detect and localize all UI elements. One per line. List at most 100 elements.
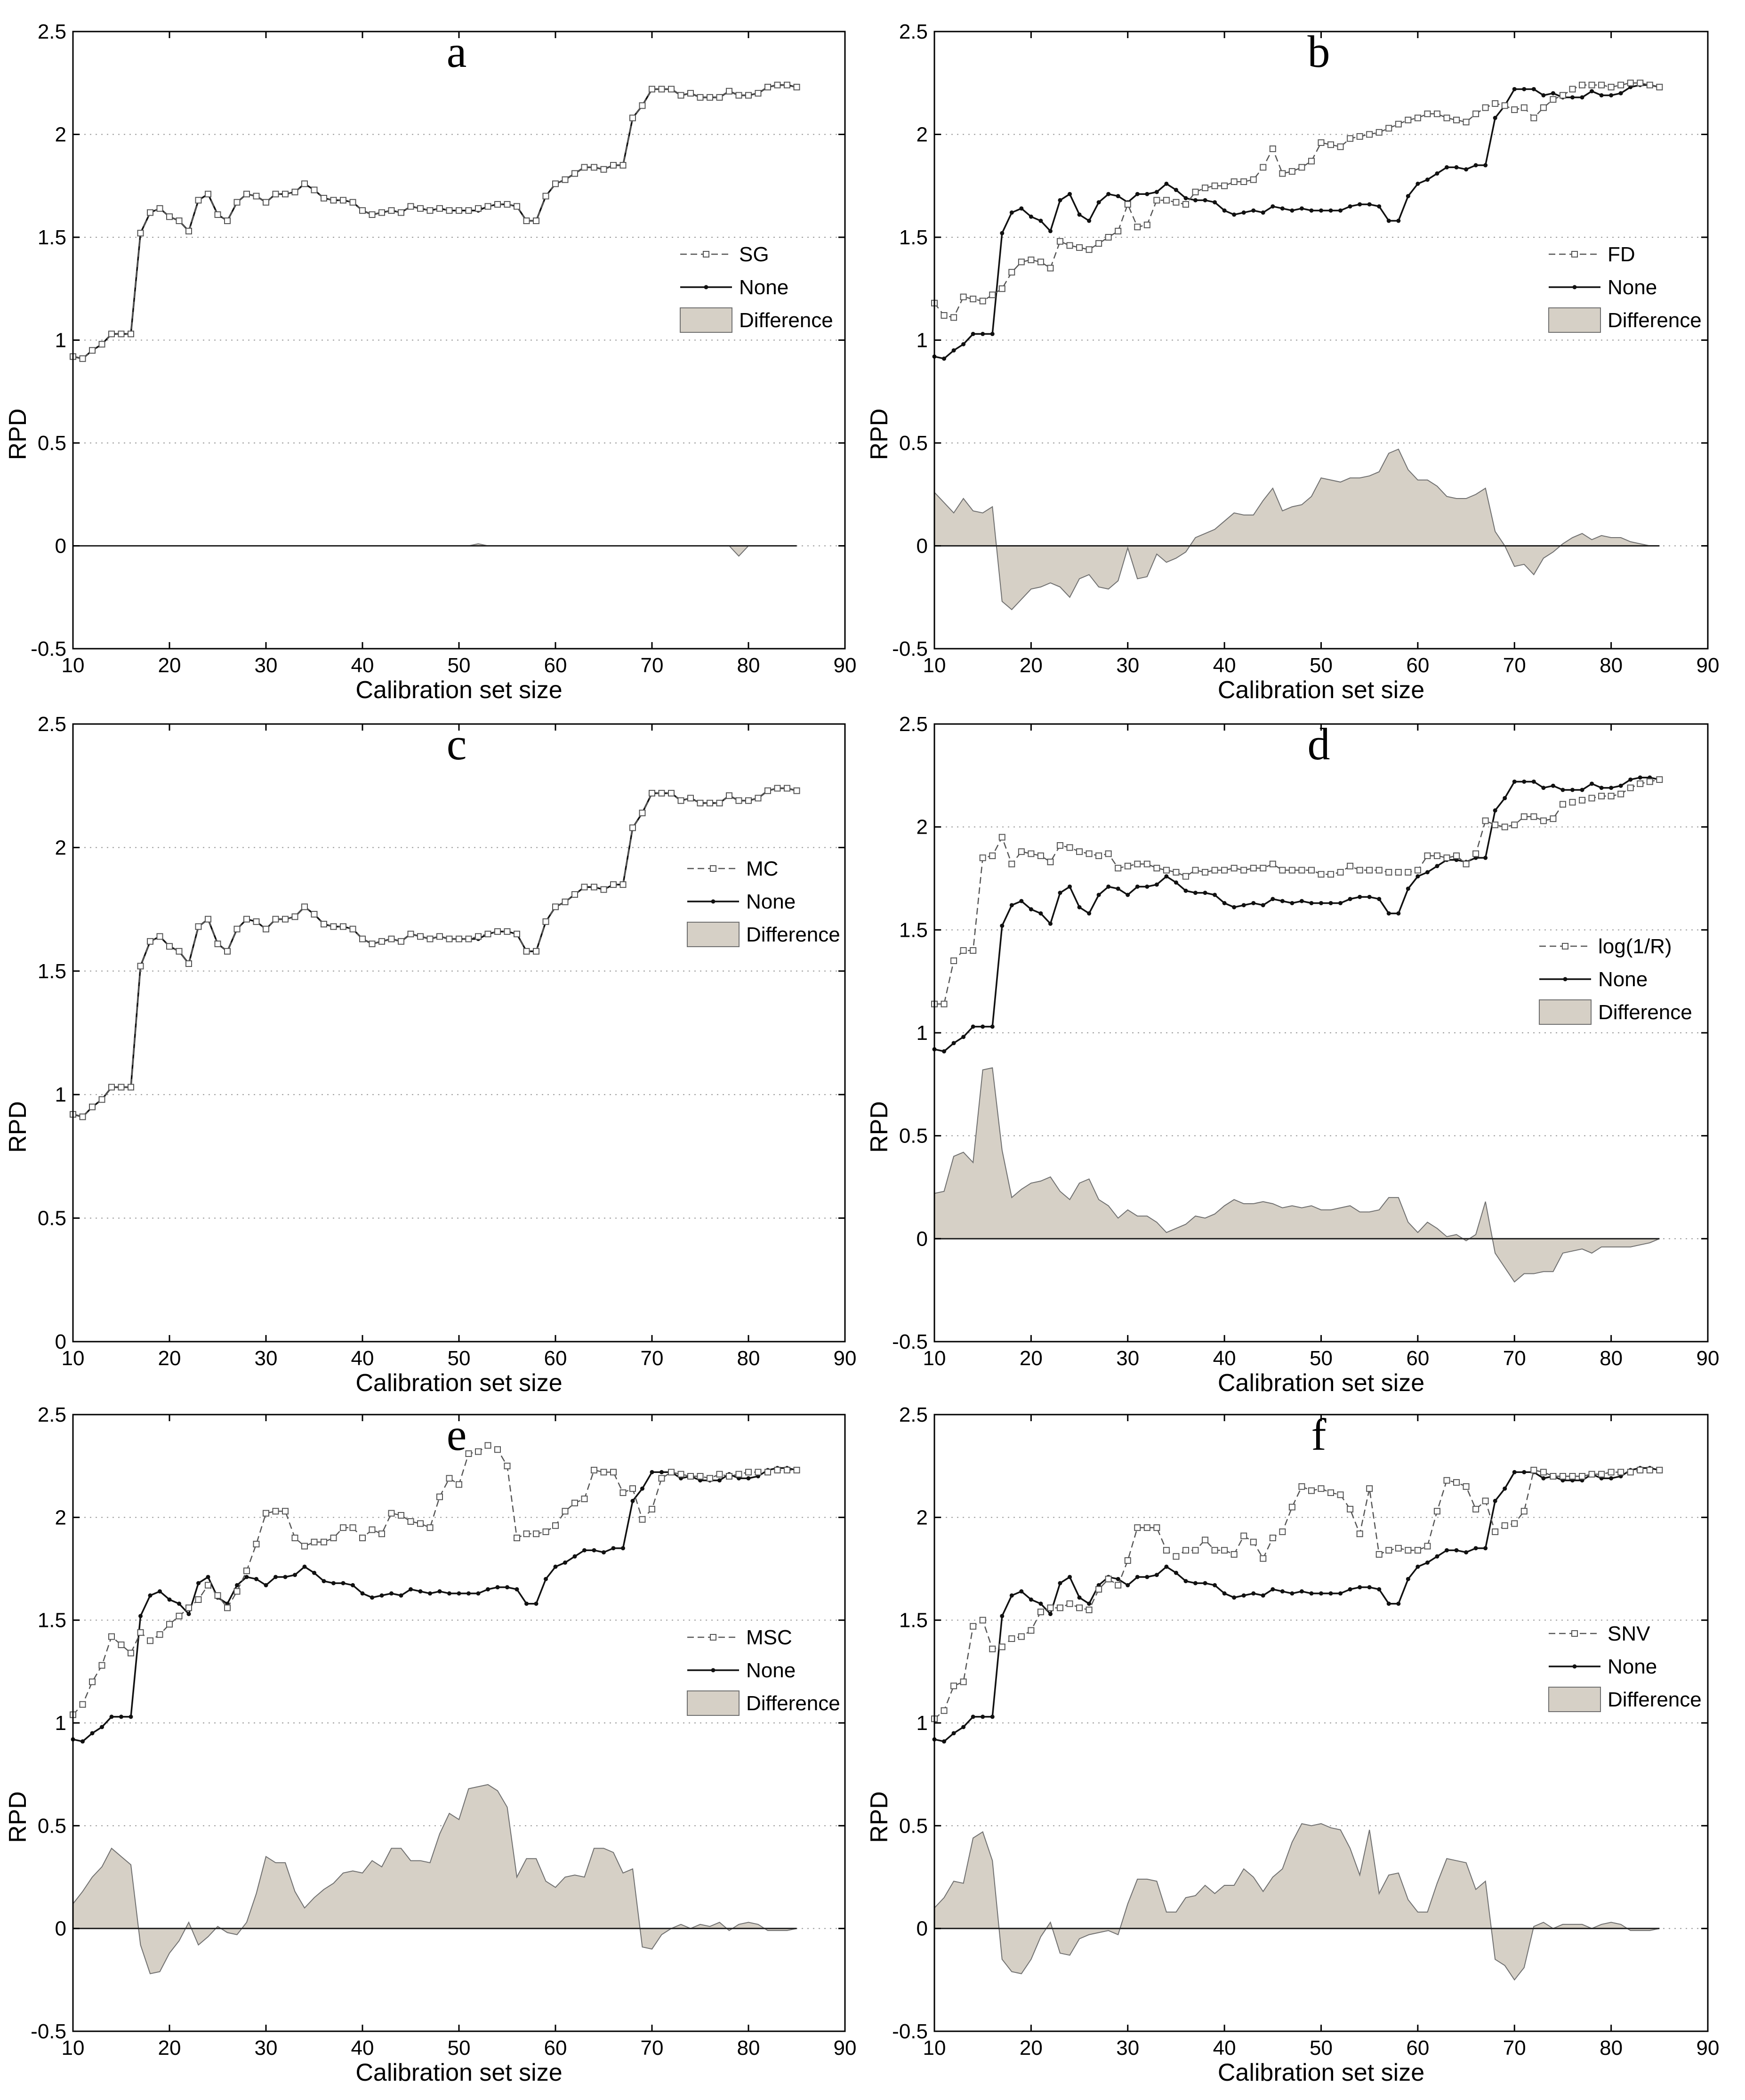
y-tick-label: 2.5 bbox=[899, 1403, 928, 1426]
pre-point bbox=[677, 797, 684, 804]
none-point bbox=[1503, 1486, 1507, 1491]
pre-point bbox=[726, 1473, 732, 1480]
none-point bbox=[611, 1546, 616, 1551]
none-point bbox=[650, 1470, 654, 1474]
none-point bbox=[1512, 87, 1517, 91]
pre-point bbox=[1056, 238, 1063, 245]
none-point bbox=[1029, 214, 1033, 219]
pre-point bbox=[1598, 1471, 1605, 1478]
none-point bbox=[1087, 1601, 1092, 1606]
pre-point bbox=[1066, 1600, 1073, 1607]
pre-point bbox=[1385, 1547, 1392, 1554]
pre-point bbox=[1250, 1538, 1257, 1545]
pre-point bbox=[301, 1543, 308, 1550]
none-point bbox=[1087, 218, 1092, 223]
pre-point bbox=[941, 1000, 948, 1007]
none-point bbox=[1454, 165, 1459, 169]
none-point bbox=[1464, 167, 1469, 172]
pre-point bbox=[1115, 1582, 1122, 1589]
y-axis-label: RPD bbox=[866, 409, 893, 460]
pre-point bbox=[291, 188, 298, 195]
pre-point bbox=[1453, 116, 1460, 123]
none-point bbox=[177, 1601, 181, 1606]
pre-point bbox=[205, 916, 211, 923]
pre-point bbox=[243, 916, 250, 923]
pre-point bbox=[407, 1518, 414, 1525]
pre-point bbox=[1579, 1473, 1586, 1480]
series-none-markers bbox=[932, 775, 1662, 1054]
pre-point bbox=[1095, 240, 1102, 247]
none-point bbox=[1338, 901, 1343, 905]
pre-point bbox=[1540, 1469, 1547, 1476]
pre-point bbox=[950, 314, 957, 321]
none-point bbox=[942, 1739, 947, 1744]
y-tick-label: 0.5 bbox=[38, 1207, 66, 1230]
pre-point bbox=[610, 162, 617, 169]
pre-point bbox=[1037, 258, 1044, 266]
x-tick-label: 80 bbox=[1600, 654, 1623, 677]
pre-point bbox=[1608, 1469, 1615, 1476]
pre-point bbox=[176, 1612, 183, 1619]
none-point bbox=[1609, 1476, 1614, 1480]
pre-point bbox=[1424, 110, 1431, 117]
none-point bbox=[1029, 1597, 1033, 1602]
pre-point bbox=[1414, 867, 1421, 874]
x-tick-label: 20 bbox=[158, 2036, 181, 2060]
pre-point bbox=[1134, 224, 1141, 231]
y-tick-label: 0.5 bbox=[38, 432, 66, 455]
none-point bbox=[1358, 894, 1362, 899]
none-point bbox=[1435, 1554, 1439, 1559]
pre-point bbox=[1182, 873, 1189, 880]
x-tick-label: 80 bbox=[1600, 2036, 1623, 2060]
pre-point bbox=[1656, 776, 1663, 783]
series-msc-line bbox=[72, 1445, 797, 1715]
none-point bbox=[1319, 208, 1323, 213]
pre-point bbox=[1395, 1545, 1402, 1552]
pre-point bbox=[301, 903, 308, 910]
pre-point bbox=[89, 347, 96, 354]
none-point bbox=[1203, 198, 1207, 202]
axes-frame bbox=[72, 723, 846, 1343]
y-tick-label: 2 bbox=[917, 816, 928, 839]
pre-point bbox=[272, 916, 279, 923]
none-point bbox=[1299, 899, 1304, 903]
pre-point bbox=[1366, 867, 1373, 874]
pre-point bbox=[1637, 1466, 1644, 1473]
none-point bbox=[1077, 905, 1082, 909]
pre-point bbox=[970, 296, 977, 303]
pre-point bbox=[600, 1469, 607, 1476]
pre-point bbox=[1318, 1485, 1325, 1492]
none-point bbox=[1338, 1591, 1343, 1596]
panel-d: 10 20 30 40 50 60 70 80 90 -0.5 0 0.5 1 1.5 2 2.5 Calibr… bbox=[866, 713, 1719, 1397]
pre-point bbox=[1008, 269, 1015, 276]
x-tick-label: 40 bbox=[351, 654, 374, 677]
axes-frame bbox=[933, 1414, 1709, 2032]
pre-point bbox=[1588, 1471, 1595, 1478]
x-tick-label: 70 bbox=[1503, 2036, 1526, 2060]
none-point bbox=[1213, 200, 1217, 205]
pre-point bbox=[1579, 797, 1586, 804]
pre-point bbox=[349, 199, 356, 206]
pre-point bbox=[1559, 92, 1566, 99]
legend-label-none: None bbox=[746, 1659, 796, 1682]
none-point bbox=[196, 1581, 201, 1585]
pre-point bbox=[649, 1505, 655, 1513]
pre-point bbox=[378, 1530, 385, 1537]
none-point bbox=[1483, 1546, 1488, 1551]
pre-point bbox=[562, 1508, 569, 1515]
none-point bbox=[1541, 786, 1546, 790]
none-point bbox=[1116, 1577, 1120, 1581]
pre-point bbox=[330, 197, 337, 204]
pre-point bbox=[1124, 862, 1131, 869]
pre-point bbox=[1018, 258, 1025, 266]
pre-point bbox=[1511, 1520, 1518, 1527]
pre-point bbox=[989, 1645, 996, 1652]
pre-point bbox=[321, 194, 327, 201]
pre-point bbox=[233, 1588, 241, 1595]
legend-pre-marker bbox=[710, 865, 716, 872]
pre-point bbox=[1066, 844, 1073, 851]
pre-point bbox=[1095, 852, 1102, 859]
x-tick-label: 60 bbox=[1406, 654, 1429, 677]
x-tick-label: 80 bbox=[737, 2036, 760, 2060]
pre-point bbox=[1288, 168, 1295, 175]
